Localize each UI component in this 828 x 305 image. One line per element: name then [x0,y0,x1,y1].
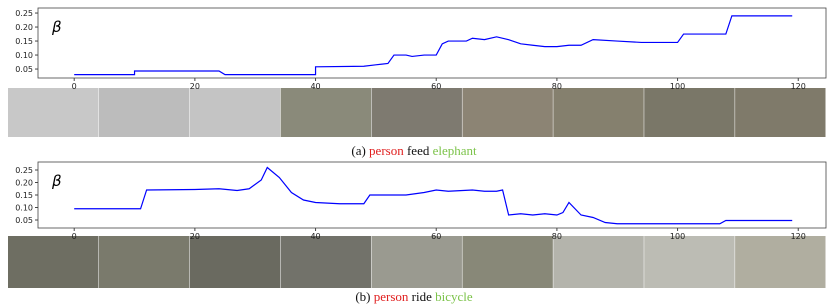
x-tick-label: 0 [72,232,77,241]
plot-frame [38,8,826,78]
y-axis-label: β [51,172,62,190]
y-tick-label: 0.20 [15,179,33,188]
y-tick-label: 0.10 [15,51,33,60]
y-tick-label: 0.05 [15,216,33,225]
x-tick-label: 80 [552,82,562,91]
caption-prefix: (a) [351,143,365,158]
caption-prefix: (b) [355,289,370,304]
data-line [74,168,792,224]
video-frame [190,236,280,288]
caption-verb: ride [412,289,432,304]
x-tick-label: 120 [791,232,806,241]
y-tick-label: 0.10 [15,204,33,213]
caption-object: elephant [433,143,477,158]
video-frame [462,236,552,288]
y-tick-label: 0.25 [15,166,33,175]
video-frame [99,236,189,288]
video-frame [190,88,280,137]
figure: (a) person feed elephant (b) person ride… [0,0,828,305]
data-line [74,16,792,75]
caption-b: (b) person ride bicycle [355,289,473,304]
y-tick-label: 0.15 [15,191,33,200]
x-tick-label: 100 [670,82,685,91]
caption-a: (a) person feed elephant [351,143,477,158]
caption-subject: person [374,289,409,304]
video-frame [8,236,98,288]
video-frame [372,236,462,288]
y-axis-label: β [51,18,62,36]
x-tick-label: 20 [190,232,200,241]
plot-frame [38,162,826,228]
caption-subject: person [369,143,404,158]
x-tick-label: 20 [190,82,200,91]
video-frame [644,88,734,137]
video-frame [644,236,734,288]
video-frame [553,236,643,288]
caption-object: bicycle [435,289,473,304]
y-tick-label: 0.05 [15,65,33,74]
y-tick-label: 0.20 [15,23,33,32]
video-frame [281,88,371,137]
video-frame [99,88,189,137]
video-frame [8,88,98,137]
video-frame [462,88,552,137]
x-tick-label: 120 [791,82,806,91]
x-tick-label: 60 [431,82,441,91]
caption-verb: feed [407,143,430,158]
x-tick-label: 40 [310,232,320,241]
x-tick-label: 40 [310,82,320,91]
video-frame [372,88,462,137]
x-tick-label: 60 [431,232,441,241]
x-tick-label: 100 [670,232,685,241]
x-tick-label: 80 [552,232,562,241]
y-tick-label: 0.15 [15,37,33,46]
video-frame [281,236,371,288]
x-tick-label: 0 [72,82,77,91]
y-tick-label: 0.25 [15,9,33,18]
video-frame [735,236,825,288]
video-frame [735,88,825,137]
video-frame [553,88,643,137]
